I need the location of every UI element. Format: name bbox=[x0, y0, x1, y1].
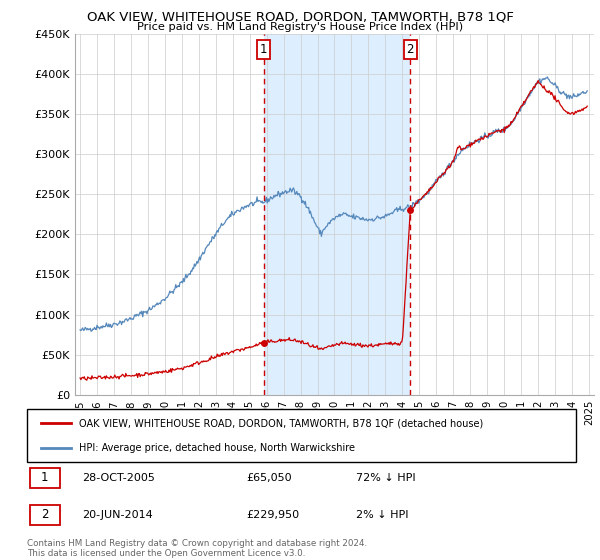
Text: £65,050: £65,050 bbox=[247, 473, 292, 483]
Bar bbox=[263, 34, 410, 395]
FancyBboxPatch shape bbox=[30, 468, 60, 488]
Text: £229,950: £229,950 bbox=[247, 510, 300, 520]
FancyBboxPatch shape bbox=[27, 409, 576, 462]
Text: OAK VIEW, WHITEHOUSE ROAD, DORDON, TAMWORTH, B78 1QF: OAK VIEW, WHITEHOUSE ROAD, DORDON, TAMWO… bbox=[86, 10, 514, 23]
Text: 2: 2 bbox=[407, 43, 414, 56]
Text: 1: 1 bbox=[260, 43, 268, 56]
Text: Contains HM Land Registry data © Crown copyright and database right 2024.
This d: Contains HM Land Registry data © Crown c… bbox=[27, 539, 367, 558]
Text: HPI: Average price, detached house, North Warwickshire: HPI: Average price, detached house, Nort… bbox=[79, 442, 355, 452]
Text: 2% ↓ HPI: 2% ↓ HPI bbox=[356, 510, 409, 520]
Text: OAK VIEW, WHITEHOUSE ROAD, DORDON, TAMWORTH, B78 1QF (detached house): OAK VIEW, WHITEHOUSE ROAD, DORDON, TAMWO… bbox=[79, 418, 484, 428]
Text: 72% ↓ HPI: 72% ↓ HPI bbox=[356, 473, 416, 483]
FancyBboxPatch shape bbox=[30, 505, 60, 525]
Text: 2: 2 bbox=[41, 508, 49, 521]
Text: 28-OCT-2005: 28-OCT-2005 bbox=[82, 473, 155, 483]
Text: Price paid vs. HM Land Registry's House Price Index (HPI): Price paid vs. HM Land Registry's House … bbox=[137, 22, 463, 32]
Text: 1: 1 bbox=[41, 471, 49, 484]
Text: 20-JUN-2014: 20-JUN-2014 bbox=[82, 510, 152, 520]
